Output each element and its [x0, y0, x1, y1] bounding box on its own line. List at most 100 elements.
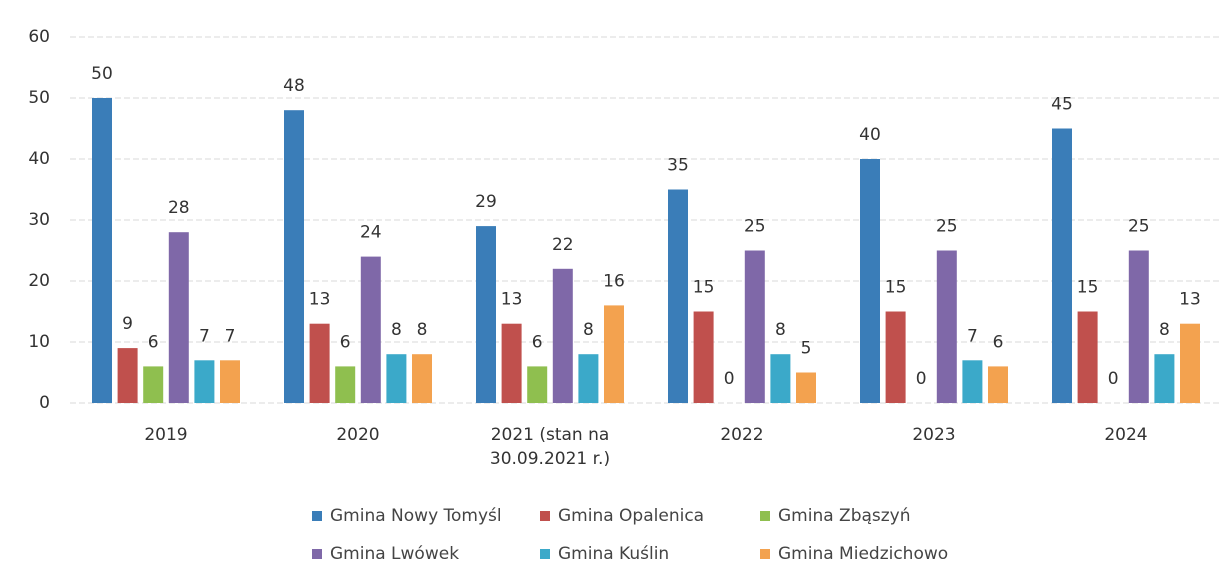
x-tick-label: 2019 — [144, 425, 188, 445]
bar — [412, 354, 432, 403]
x-tick-label: 2023 — [912, 425, 956, 445]
data-label: 5 — [801, 339, 812, 359]
data-label: 6 — [993, 332, 1004, 352]
data-label: 0 — [1108, 369, 1119, 389]
bar — [693, 311, 714, 403]
data-label: 48 — [283, 76, 305, 96]
data-label: 6 — [340, 332, 351, 352]
legend-label: Gmina Zbąszyń — [778, 506, 911, 526]
bar — [936, 250, 957, 403]
legend-swatch — [312, 549, 322, 559]
legend-item: Gmina Zbąszyń — [760, 506, 980, 526]
x-tick-label: 2021 (stan na 30.09.2021 r.) — [489, 425, 611, 469]
data-label: 7 — [967, 326, 978, 346]
legend-swatch — [540, 549, 550, 559]
data-label: 24 — [360, 223, 382, 243]
bar — [143, 366, 164, 403]
data-label: 13 — [309, 290, 331, 310]
legend-item: Gmina Kuślin — [540, 544, 760, 564]
bar — [117, 348, 138, 403]
bar — [860, 159, 880, 403]
bar — [501, 323, 522, 403]
x-tick-label: 2024 — [1104, 425, 1148, 445]
bar — [1180, 323, 1200, 403]
data-label: 6 — [148, 332, 159, 352]
data-label: 22 — [552, 235, 574, 255]
legend-swatch — [312, 511, 322, 521]
y-tick-label: 40 — [28, 149, 50, 169]
data-label: 13 — [501, 290, 523, 310]
bar — [309, 323, 330, 403]
bar — [335, 366, 356, 403]
y-tick-label: 60 — [28, 27, 50, 47]
bar — [885, 311, 906, 403]
legend-label: Gmina Opalenica — [558, 506, 705, 526]
data-label: 15 — [693, 278, 715, 298]
bar — [578, 354, 599, 403]
bar — [1077, 311, 1098, 403]
y-tick-label: 20 — [28, 271, 50, 291]
data-label: 25 — [1128, 217, 1150, 237]
legend-label: Gmina Kuślin — [558, 544, 670, 564]
bar — [194, 360, 215, 403]
bar — [770, 354, 791, 403]
data-label: 13 — [1179, 290, 1201, 310]
legend-item: Gmina Nowy Tomyśl — [312, 506, 540, 526]
data-label: 25 — [744, 217, 766, 237]
data-label: 8 — [417, 320, 428, 340]
legend-label: Gmina Nowy Tomyśl — [330, 506, 502, 526]
data-label: 15 — [885, 278, 907, 298]
bar — [168, 232, 189, 403]
x-tick-label: 2022 — [720, 425, 764, 445]
legend: Gmina Nowy Tomyśl Gmina Opalenica Gmina Zb… — [312, 506, 980, 564]
bar — [604, 305, 624, 403]
bar — [220, 360, 240, 403]
bar — [796, 372, 816, 403]
bar — [1154, 354, 1175, 403]
y-tick-label: 0 — [39, 393, 50, 413]
data-label: 25 — [936, 217, 958, 237]
y-tick-label: 50 — [28, 88, 50, 108]
bar — [527, 366, 548, 403]
legend-swatch — [760, 511, 770, 521]
data-label: 8 — [391, 320, 402, 340]
data-label: 8 — [1159, 320, 1170, 340]
data-label: 28 — [168, 198, 190, 218]
data-label: 29 — [475, 192, 497, 212]
data-label: 16 — [603, 271, 625, 291]
bar — [962, 360, 983, 403]
bar — [360, 256, 381, 403]
data-label: 35 — [667, 156, 689, 176]
data-label: 50 — [91, 64, 113, 84]
legend-label: Gmina Lwówek — [330, 544, 460, 564]
data-label: 0 — [724, 369, 735, 389]
y-tick-label: 10 — [28, 332, 50, 352]
bar — [92, 98, 112, 403]
bar — [1128, 250, 1149, 403]
legend-item: Gmina Opalenica — [540, 506, 760, 526]
legend-item: Gmina Miedzichowo — [760, 544, 980, 564]
data-label: 7 — [225, 326, 236, 346]
data-label: 15 — [1077, 278, 1099, 298]
bar — [284, 110, 304, 403]
legend-label: Gmina Miedzichowo — [778, 544, 949, 564]
x-tick-label: 2020 — [336, 425, 380, 445]
legend-swatch — [540, 511, 550, 521]
data-label: 6 — [532, 332, 543, 352]
legend-item: Gmina Lwówek — [312, 544, 540, 564]
y-tick-label: 30 — [28, 210, 50, 230]
data-label: 8 — [775, 320, 786, 340]
data-label: 40 — [859, 125, 881, 145]
bar — [552, 268, 573, 403]
data-label: 45 — [1051, 95, 1073, 115]
data-label: 7 — [199, 326, 210, 346]
bar — [668, 189, 688, 403]
bar — [744, 250, 765, 403]
bar — [1052, 128, 1072, 403]
bar — [988, 366, 1008, 403]
bar — [386, 354, 407, 403]
data-label: 0 — [916, 369, 927, 389]
data-label: 8 — [583, 320, 594, 340]
